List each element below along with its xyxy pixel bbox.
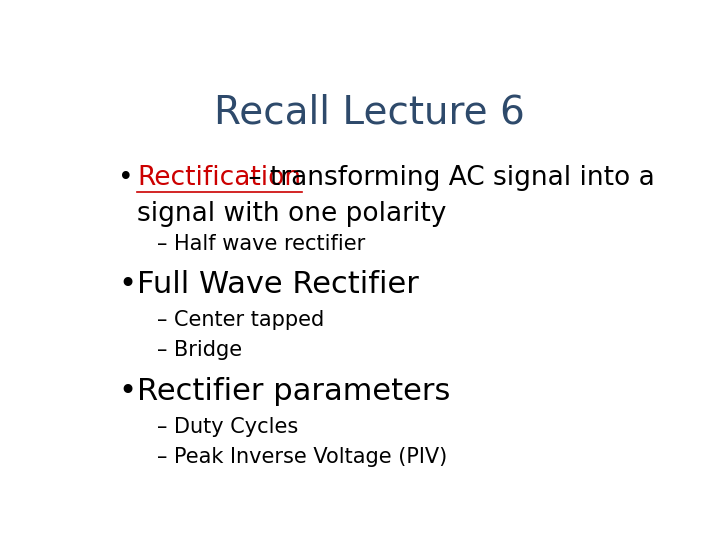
Text: Full Wave Rectifier: Full Wave Rectifier (138, 270, 419, 299)
Text: – Center tapped: – Center tapped (157, 310, 324, 330)
Text: Rectifier parameters: Rectifier parameters (138, 377, 451, 406)
Text: signal with one polarity: signal with one polarity (138, 201, 447, 227)
Text: – Half wave rectifier: – Half wave rectifier (157, 234, 365, 254)
Text: – Duty Cycles: – Duty Cycles (157, 416, 298, 436)
Text: •: • (118, 270, 136, 299)
Text: •: • (118, 165, 133, 191)
Text: – Peak Inverse Voltage (PIV): – Peak Inverse Voltage (PIV) (157, 447, 447, 467)
Text: – Bridge: – Bridge (157, 340, 242, 360)
Text: •: • (118, 377, 136, 406)
Text: Recall Lecture 6: Recall Lecture 6 (214, 94, 524, 132)
Text: Rectification: Rectification (138, 165, 302, 191)
Text: – transforming AC signal into a: – transforming AC signal into a (240, 165, 654, 191)
